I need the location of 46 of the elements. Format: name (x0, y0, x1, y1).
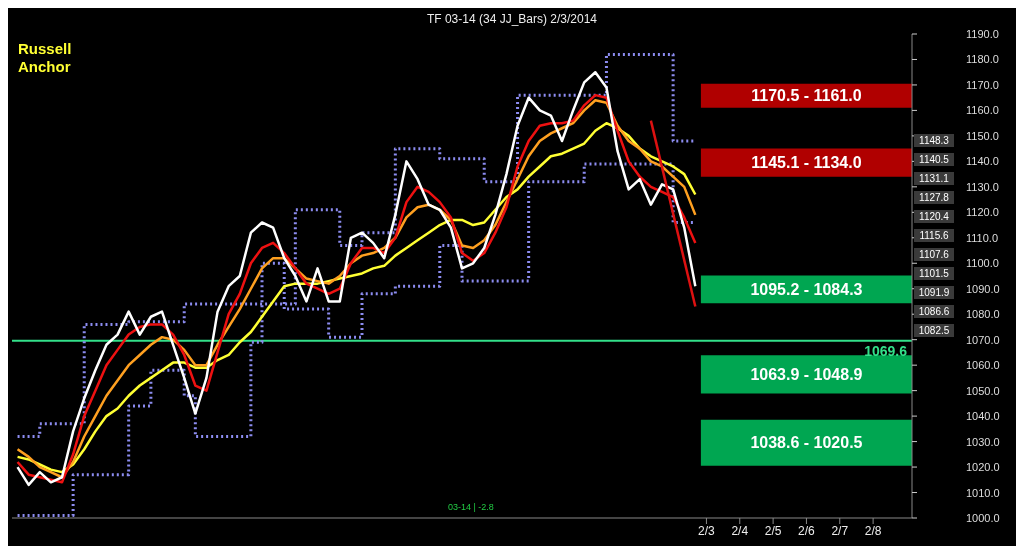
y-tick-label: 1030.0 (966, 435, 1000, 448)
y-tick-label: 1100.0 (966, 257, 999, 270)
y-tick-label: 1150.0 (966, 129, 999, 142)
text: 1131.1 (914, 172, 954, 186)
y-tick-label: 1040.0 (966, 410, 1000, 423)
text: 1082.5 (914, 324, 954, 338)
text: 1091.9 (914, 286, 954, 300)
y-tick-label: 1180.0 (966, 53, 999, 66)
text: 1115.6 (914, 229, 954, 243)
band-label: 1170.5 - 1161.0 (751, 87, 862, 105)
y-tick-label: 1080.0 (966, 308, 1000, 321)
band-label: 1095.2 - 1084.3 (750, 281, 863, 299)
y-tick-label: 1070.0 (966, 333, 1000, 346)
text: 1148.3 (914, 134, 954, 148)
text: 1140.5 (914, 153, 954, 167)
y-tick-label: 1130.0 (966, 180, 999, 193)
y-tick-label: 1010.0 (966, 486, 1000, 499)
y-tick-label: 1140.0 (966, 155, 999, 168)
band-label: 1145.1 - 1134.0 (751, 154, 862, 172)
y-tick-label: 1060.0 (966, 359, 1000, 372)
y-tick-label: 1160.0 (966, 104, 999, 117)
y-tick-label: 1020.0 (966, 461, 1000, 474)
y-tick-label: 1120.0 (966, 206, 999, 219)
band-label: 1063.9 - 1048.9 (750, 366, 863, 384)
chart-title: TF 03-14 (34 JJ_Bars) 2/3/2014 (425, 12, 599, 26)
x-tick-label: 2/6 (798, 523, 816, 538)
text: 1107.6 (914, 248, 954, 262)
text: 1120.4 (914, 210, 954, 224)
x-tick-label: 2/8 (864, 523, 882, 538)
ref-line-label: 1069.6 (864, 342, 908, 359)
text: 1101.5 (914, 267, 954, 281)
y-tick-label: 1050.0 (966, 384, 1000, 397)
x-tick-label: 2/4 (731, 523, 749, 538)
text: 1086.6 (914, 305, 954, 319)
y-tick-label: 1190.0 (966, 28, 999, 40)
y-tick-label: 1000.0 (966, 512, 1000, 524)
x-tick-label: 2/7 (831, 523, 849, 538)
y-tick-label: 1170.0 (966, 78, 999, 91)
annotation: 03-14 | -2.8 (448, 502, 494, 512)
y-tick-label: 1110.0 (966, 231, 999, 244)
text: 1127.8 (914, 191, 954, 205)
annotation: Russell Anchor (18, 40, 73, 76)
band-label: 1038.6 - 1020.5 (750, 434, 863, 452)
x-tick-label: 2/5 (764, 523, 782, 538)
x-tick-label: 2/3 (698, 523, 716, 538)
y-tick-label: 1090.0 (966, 282, 1000, 295)
